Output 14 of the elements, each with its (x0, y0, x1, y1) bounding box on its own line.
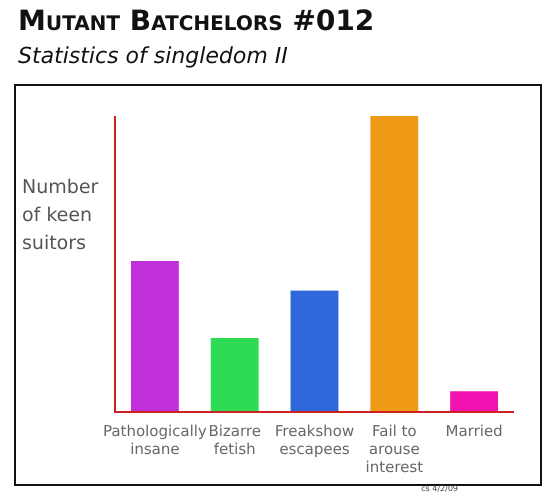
bar (370, 116, 418, 412)
x-tick-label: Married (446, 422, 503, 440)
bar (290, 290, 338, 412)
bar (450, 391, 498, 412)
x-tick-label: Freakshow escapees (274, 422, 354, 458)
bar (130, 261, 179, 412)
x-tick-label: Bizarre fetish (208, 422, 261, 458)
y-axis-title: Number of keen suitors (22, 176, 99, 254)
x-tick-label: Pathologically insane (102, 422, 207, 458)
x-tick-label: Fail to arouse interest (366, 422, 424, 476)
chart-title: Mutant Batchelors #012 (18, 4, 374, 37)
chart-subtitle: Statistics of singledom II (18, 44, 288, 69)
text: cs 4/2/09 (421, 484, 458, 493)
bar (210, 338, 259, 412)
